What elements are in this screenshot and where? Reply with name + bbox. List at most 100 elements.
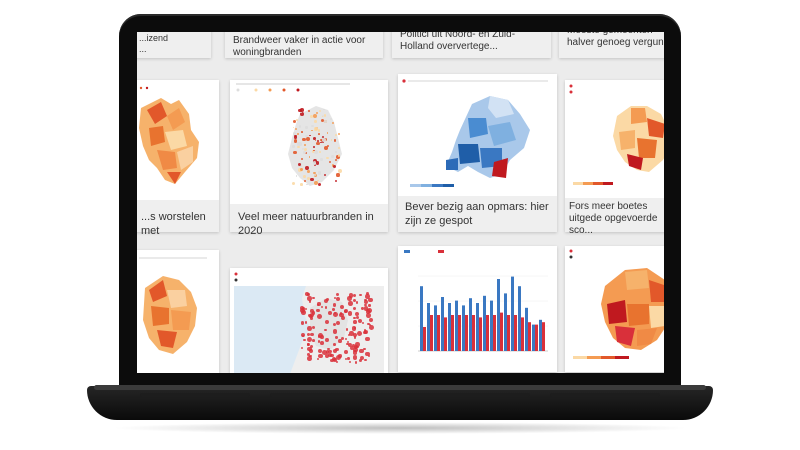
crime-dot [355, 361, 358, 364]
fire-dot [306, 170, 310, 173]
crime-dot [323, 299, 328, 304]
bar-red [500, 312, 503, 351]
crime-dot [332, 302, 337, 307]
article-card-mid-2[interactable]: Veel meer natuurbranden in 2020 [230, 80, 388, 237]
crime-dot [335, 320, 341, 326]
fire-dot [336, 173, 340, 177]
crime-dot [328, 349, 332, 353]
crime-dot [307, 293, 310, 296]
article-card-bottom-1[interactable] [137, 250, 219, 373]
fire-dot [315, 111, 318, 115]
bar-red [528, 322, 531, 351]
bar-blue [490, 300, 493, 351]
crime-dot [333, 296, 337, 299]
bar-blue [462, 305, 465, 351]
crime-dot [301, 310, 306, 315]
fire-dot [303, 180, 306, 183]
bar-red [444, 317, 447, 351]
article-card-top-3[interactable]: Politici uit Noord- en Zuid-Holland over… [392, 32, 551, 58]
fire-dot [298, 108, 302, 113]
crime-dot [326, 347, 330, 351]
bar-red [451, 315, 454, 351]
bar-red [535, 324, 538, 351]
bar-red [507, 315, 510, 351]
crime-dot [344, 308, 349, 313]
fire-dot [330, 139, 333, 142]
crime-dot [333, 342, 337, 346]
crime-dot [324, 305, 328, 309]
crime-dot [334, 311, 337, 314]
crime-dot [318, 348, 323, 353]
fire-dot [323, 113, 327, 117]
beaver-choropleth-map [398, 74, 557, 196]
fire-dot [313, 136, 316, 140]
crime-dot [318, 340, 321, 343]
bar-blue [441, 297, 444, 351]
crime-dot [348, 301, 353, 306]
bar-blue [448, 303, 451, 351]
fire-dot [300, 111, 305, 116]
crime-dot [306, 333, 310, 337]
article-card-mid-3[interactable]: Bever bezig aan opmars: hier zijn ze ges… [398, 74, 557, 232]
crime-dot [310, 332, 314, 337]
card-title: Brandweer vaker in actie voor woningbran… [233, 35, 366, 58]
article-card-mid-1[interactable]: ...s worstelen met [137, 80, 219, 237]
crime-dot [356, 331, 362, 337]
crime-dot [317, 357, 320, 361]
fire-dot [298, 125, 302, 128]
crime-dot [318, 353, 323, 358]
fire-dot [300, 168, 304, 172]
bar-blue [434, 305, 437, 351]
fire-dot [326, 156, 329, 159]
crime-dot [353, 347, 358, 352]
crime-dot [349, 360, 352, 363]
fire-dot [313, 113, 318, 118]
crime-dot [309, 354, 313, 358]
crime-dot [352, 298, 356, 302]
fire-dot [295, 174, 298, 177]
choropleth-map-orange-2 [137, 250, 219, 373]
crime-dot [340, 315, 346, 321]
fire-dot [334, 159, 338, 162]
crime-dot [338, 339, 342, 343]
fire-dot [311, 124, 314, 128]
crime-dot [368, 324, 371, 327]
crime-dot [348, 293, 354, 299]
crime-dot [324, 353, 329, 358]
fire-dot [329, 118, 332, 121]
bar-red [514, 315, 517, 351]
fire-dot [312, 149, 316, 153]
bar-blue [469, 298, 472, 351]
bar-chart [398, 246, 557, 372]
crime-dot [339, 312, 343, 315]
fire-dots-layer [230, 80, 388, 204]
crime-dot [357, 318, 362, 324]
crime-dot [359, 294, 362, 297]
article-card-bottom-2[interactable] [230, 268, 388, 373]
article-card-bottom-3[interactable] [398, 246, 557, 372]
bar-series [420, 276, 545, 351]
article-card-bottom-4[interactable] [565, 246, 664, 372]
bar-blue [483, 295, 486, 351]
fire-dot [304, 144, 306, 146]
fire-dot [338, 154, 341, 157]
fire-dot [306, 183, 308, 186]
fire-dot [334, 180, 338, 183]
bar-red [465, 315, 468, 351]
bar-red [437, 315, 440, 351]
article-card-top-1[interactable]: ...izend ... [137, 32, 211, 58]
article-card-top-2[interactable]: Brandweer vaker in actie voor woningbran… [225, 32, 383, 58]
crime-dot [312, 296, 315, 300]
card-title: ...s worstelen met [141, 211, 206, 237]
crime-dot [324, 338, 329, 342]
fire-dot [317, 171, 322, 175]
keyboard-row [550, 393, 660, 397]
article-card-top-4[interactable]: Meeste gemeenten halver genoeg vergunn..… [559, 32, 664, 58]
crime-dot [353, 336, 357, 340]
fire-dot [313, 173, 317, 177]
fire-dot [322, 138, 326, 142]
article-card-mid-4[interactable]: Fors meer boetes uitgede opgevoerde sco.… [565, 80, 664, 236]
crime-dot [364, 300, 369, 305]
card-title: ...izend ... [139, 33, 169, 54]
bar-blue [497, 279, 500, 351]
